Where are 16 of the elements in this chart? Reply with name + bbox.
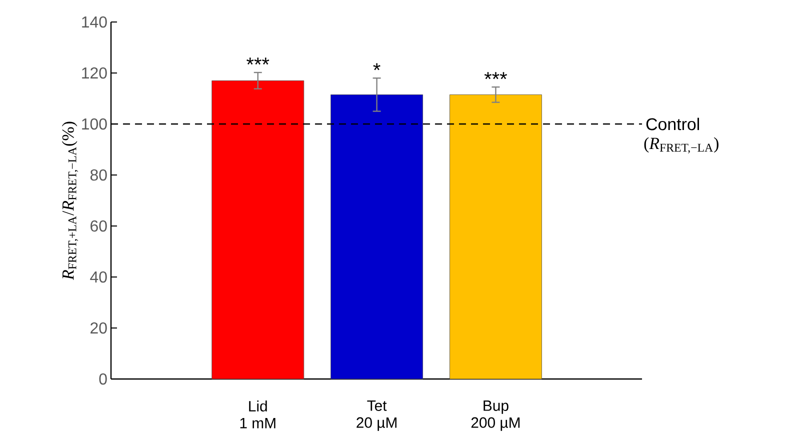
text: (R$_{FRET,−LA}$) bbox=[644, 137, 718, 154]
annotation: * bbox=[373, 63, 380, 70]
x-tick-label: Tet 20 µM bbox=[356, 400, 396, 431]
annotation: *** bbox=[484, 72, 508, 80]
ref-line-label: Control bbox=[646, 118, 699, 130]
annotation: *** bbox=[246, 58, 270, 65]
y-tick-label: 100 bbox=[82, 118, 107, 130]
y-tick-label: 0 bbox=[99, 373, 107, 385]
y-tick-label: 60 bbox=[90, 220, 107, 232]
y-tick-label: 20 bbox=[90, 322, 107, 334]
y-tick-label: 80 bbox=[90, 169, 107, 181]
x-tick-label: Bup 200 µM bbox=[471, 400, 520, 431]
y-tick-label: 140 bbox=[82, 16, 107, 28]
x-tick-label: Lid 1 mM bbox=[240, 400, 276, 428]
y-tick-label: 120 bbox=[82, 67, 107, 79]
y-tick-label: 40 bbox=[90, 271, 107, 283]
